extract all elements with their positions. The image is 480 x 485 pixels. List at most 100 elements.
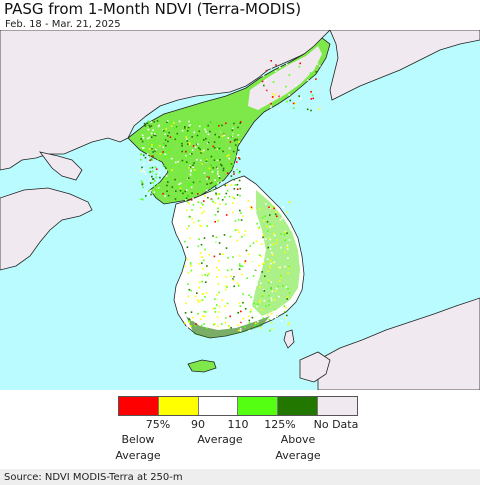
- ndvi-pixel: [245, 249, 248, 252]
- ndvi-pixel: [145, 195, 147, 197]
- ndvi-pixel: [175, 190, 177, 192]
- ndvi-pixel: [162, 192, 164, 195]
- ndvi-pixel: [154, 180, 156, 182]
- ndvi-pixel: [272, 206, 275, 208]
- ndvi-pixel: [219, 318, 222, 320]
- ndvi-pixel: [274, 70, 277, 72]
- ndvi-pixel: [196, 159, 198, 161]
- ndvi-pixel: [188, 242, 191, 244]
- ndvi-pixel: [289, 228, 292, 231]
- ndvi-pixel: [231, 135, 234, 138]
- ndvi-pixel: [242, 293, 244, 295]
- north-korea-nodata: [248, 46, 322, 110]
- ndvi-pixel: [242, 279, 245, 281]
- ndvi-pixel: [242, 269, 244, 272]
- ndvi-pixel: [275, 84, 277, 86]
- ndvi-pixel: [209, 130, 211, 133]
- ndvi-pixel: [189, 131, 191, 134]
- ndvi-pixel: [230, 275, 232, 277]
- ndvi-pixel: [274, 299, 276, 301]
- ndvi-pixel: [186, 246, 189, 248]
- ndvi-pixel: [215, 304, 218, 306]
- ndvi-pixel: [213, 147, 216, 149]
- ndvi-pixel: [188, 321, 191, 323]
- ndvi-pixel: [204, 274, 206, 276]
- ndvi-pixel: [152, 191, 154, 194]
- ndvi-pixel: [236, 282, 239, 284]
- ndvi-pixel: [203, 149, 205, 152]
- ndvi-pixel: [286, 298, 288, 300]
- ndvi-pixel: [199, 224, 201, 227]
- ndvi-pixel: [210, 164, 212, 167]
- ndvi-pixel: [185, 199, 187, 201]
- ndvi-pixel: [164, 124, 166, 126]
- ndvi-pixel: [283, 233, 286, 236]
- ndvi-pixel: [188, 216, 190, 218]
- ndvi-pixel: [237, 149, 240, 151]
- ndvi-pixel: [274, 213, 277, 216]
- ndvi-pixel: [164, 129, 167, 132]
- ndvi-pixel: [238, 329, 240, 332]
- ndvi-pixel: [171, 186, 174, 188]
- ndvi-pixel: [193, 300, 195, 302]
- ndvi-pixel: [199, 159, 202, 162]
- ndvi-pixel: [212, 128, 215, 130]
- ndvi-pixel: [269, 248, 272, 250]
- ndvi-speckles: [140, 60, 322, 332]
- ndvi-pixel: [261, 295, 264, 297]
- ndvi-pixel: [262, 236, 264, 239]
- ndvi-pixel: [272, 232, 275, 235]
- ndvi-pixel: [156, 120, 159, 122]
- ndvi-pixel: [196, 176, 198, 179]
- ndvi-pixel: [244, 308, 247, 310]
- ndvi-pixel: [225, 192, 228, 195]
- ndvi-pixel: [243, 209, 245, 211]
- ndvi-pixel: [191, 136, 193, 138]
- ndvi-pixel: [151, 166, 154, 169]
- ndvi-pixel: [279, 66, 281, 69]
- ndvi-pixel: [287, 287, 289, 290]
- ndvi-pixel: [214, 133, 216, 136]
- ndvi-pixel: [264, 79, 267, 82]
- ndvi-pixel: [294, 62, 297, 64]
- ndvi-pixel: [177, 140, 180, 143]
- ndvi-pixel: [199, 148, 201, 151]
- ndvi-pixel: [269, 265, 271, 267]
- ndvi-pixel: [278, 108, 280, 111]
- ndvi-pixel: [190, 315, 192, 318]
- ndvi-pixel: [226, 302, 229, 305]
- ndvi-pixel: [209, 122, 212, 124]
- ndvi-pixel: [261, 95, 264, 98]
- ndvi-pixel: [158, 124, 161, 127]
- ndvi-pixel: [270, 262, 272, 265]
- ndvi-pixel: [205, 311, 207, 313]
- ndvi-pixel: [169, 169, 171, 172]
- ndvi-pixel: [218, 305, 221, 308]
- ndvi-pixel: [205, 304, 207, 306]
- ndvi-pixel: [292, 102, 295, 105]
- ndvi-pixel: [187, 185, 190, 188]
- ndvi-pixel: [199, 318, 202, 320]
- ndvi-pixel: [164, 195, 166, 197]
- ndvi-pixel: [287, 257, 289, 259]
- ndvi-pixel: [140, 198, 142, 200]
- ndvi-pixel: [186, 189, 188, 191]
- ndvi-pixel: [208, 202, 210, 205]
- ndvi-pixel: [190, 186, 193, 189]
- ndvi-pixel: [189, 166, 192, 168]
- ndvi-pixel: [225, 122, 227, 125]
- ndvi-pixel: [229, 250, 231, 253]
- ndvi-pixel: [236, 191, 239, 194]
- ndvi-pixel: [181, 129, 184, 132]
- ndvi-pixel: [167, 155, 170, 158]
- ndvi-pixel: [209, 187, 211, 189]
- ndvi-pixel: [191, 240, 193, 243]
- ndvi-pixel: [276, 287, 278, 290]
- ndvi-pixel: [287, 323, 289, 326]
- ndvi-pixel: [226, 312, 229, 315]
- ndvi-pixel: [166, 121, 168, 124]
- ndvi-pixel: [156, 142, 159, 144]
- ndvi-pixel: [271, 93, 274, 95]
- ndvi-pixel: [144, 173, 147, 175]
- ndvi-pixel: [220, 148, 222, 150]
